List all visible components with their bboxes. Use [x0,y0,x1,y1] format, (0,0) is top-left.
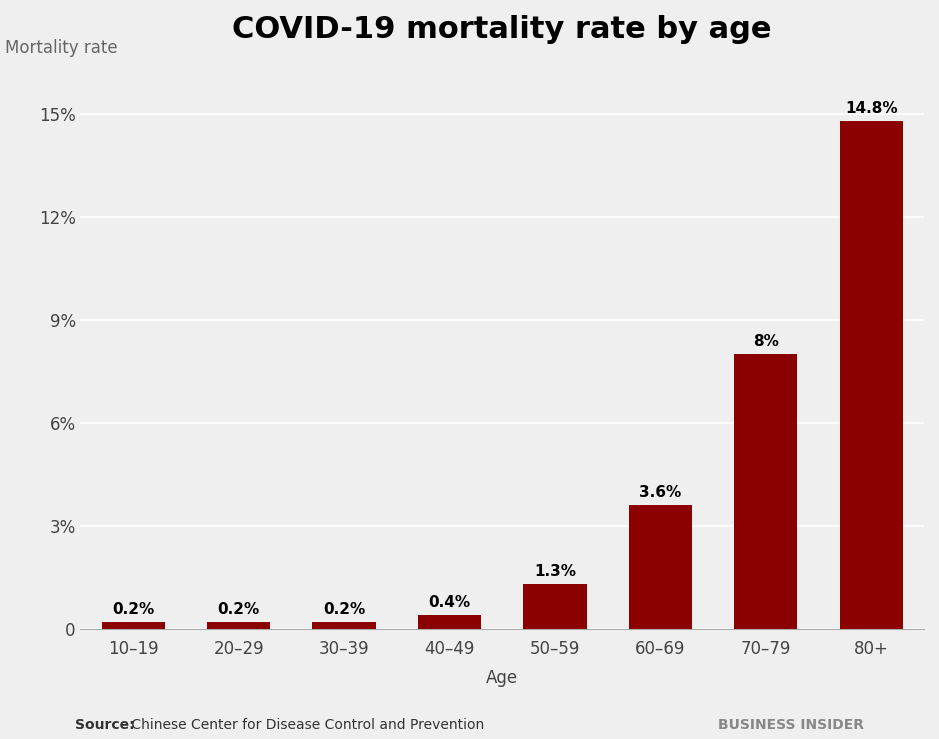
Bar [629,505,692,629]
Text: 0.2%: 0.2% [218,602,260,617]
Text: 3.6%: 3.6% [639,486,682,500]
Text: 0.2%: 0.2% [112,602,154,617]
Text: BUSINESS INSIDER: BUSINESS INSIDER [718,718,864,732]
Bar [313,622,376,629]
Bar [734,355,797,629]
Text: Chinese Center for Disease Control and Prevention: Chinese Center for Disease Control and P… [127,718,484,732]
X-axis label: Age: Age [486,669,518,687]
Text: 8%: 8% [753,334,778,350]
Text: 0.4%: 0.4% [428,595,470,610]
Bar [839,121,903,629]
Bar [101,622,165,629]
Bar [207,622,270,629]
Text: 14.8%: 14.8% [845,101,898,116]
Text: 0.2%: 0.2% [323,602,365,617]
Title: COVID-19 mortality rate by age: COVID-19 mortality rate by age [233,15,772,44]
Text: Source:: Source: [75,718,134,732]
Bar [523,585,587,629]
Text: Mortality rate: Mortality rate [5,39,117,58]
Text: 1.3%: 1.3% [534,564,576,579]
Bar [418,615,481,629]
